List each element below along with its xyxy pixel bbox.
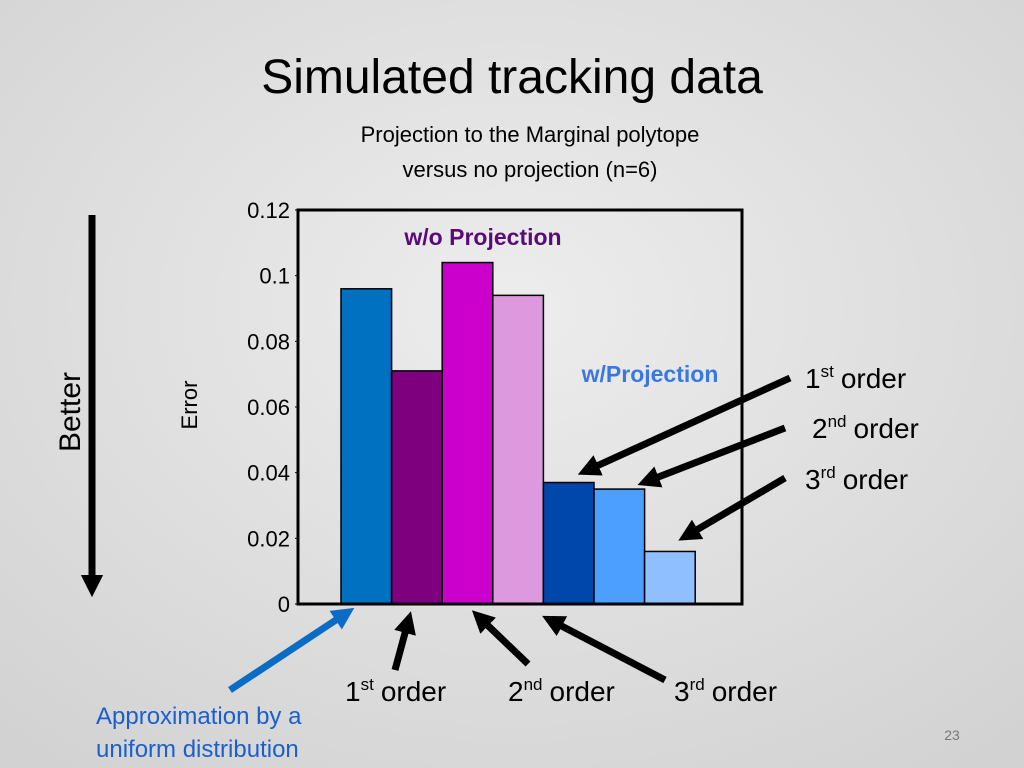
arrow: [637, 424, 787, 488]
chart-subtitle: Projection to the Marginal polytope: [361, 122, 700, 147]
order-text: order: [854, 413, 919, 444]
order-suffix: rd: [821, 463, 836, 482]
order-label: 3rd order: [805, 463, 908, 495]
bar: [390, 370, 443, 605]
order-text: order: [381, 676, 446, 707]
chart-subtitle: versus no projection (n=6): [403, 157, 658, 182]
arrow: [391, 611, 416, 671]
legend-label: w/o Projection: [403, 224, 561, 250]
bar: [441, 261, 494, 605]
y-tick-label: 0.04: [247, 461, 290, 486]
y-tick-label: 0.12: [247, 198, 290, 223]
y-tick-label: 0: [278, 592, 290, 617]
y-tick-label: 0.06: [247, 395, 290, 420]
plot-frame: [296, 208, 744, 606]
order-suffix: nd: [828, 412, 847, 431]
plot: 0 0.02 0.04 0.06 0.08 0.1 0.12: [247, 198, 696, 617]
bar: [643, 550, 696, 605]
order-label: 2nd order: [812, 412, 919, 444]
note: Approximation by a: [96, 703, 302, 730]
y-tick-label: 0.02: [247, 526, 290, 551]
order-text: order: [712, 676, 777, 707]
order-text: order: [841, 363, 906, 394]
bar: [340, 288, 393, 605]
order-number: 3: [674, 676, 690, 707]
side-label: Better: [54, 372, 87, 452]
y-tick-label: 0.08: [247, 329, 290, 354]
order-number: 1: [805, 363, 821, 394]
order-suffix: st: [821, 362, 835, 381]
legend-label: w/Projection: [581, 361, 719, 387]
arrow: [577, 374, 792, 476]
slide-title: Simulated tracking data: [261, 51, 763, 104]
page-number: 23: [944, 727, 960, 743]
y-tick-label: 0.1: [259, 264, 290, 289]
order-suffix: st: [361, 675, 375, 694]
order-number: 2: [812, 413, 828, 444]
annotation-arrows: [391, 374, 792, 684]
arrow: [678, 474, 787, 541]
bar: [593, 488, 646, 605]
arrow: [471, 610, 531, 667]
order-label: 2nd order: [508, 675, 615, 707]
order-text: order: [843, 464, 908, 495]
order-suffix: nd: [524, 675, 543, 694]
order-suffix: rd: [690, 675, 705, 694]
bar: [492, 294, 545, 605]
arrow: [542, 615, 667, 684]
bar: [542, 481, 595, 605]
order-text: order: [550, 676, 615, 707]
order-label: 3rd order: [674, 675, 777, 707]
order-label: 1st order: [345, 675, 446, 707]
order-number: 2: [508, 676, 524, 707]
order-label: 1st order: [805, 362, 906, 394]
order-number: 3: [805, 464, 821, 495]
note: uniform distribution: [96, 736, 299, 763]
y-axis-label: Error: [177, 381, 202, 430]
arrow: [228, 607, 355, 693]
order-number: 1: [345, 676, 361, 707]
